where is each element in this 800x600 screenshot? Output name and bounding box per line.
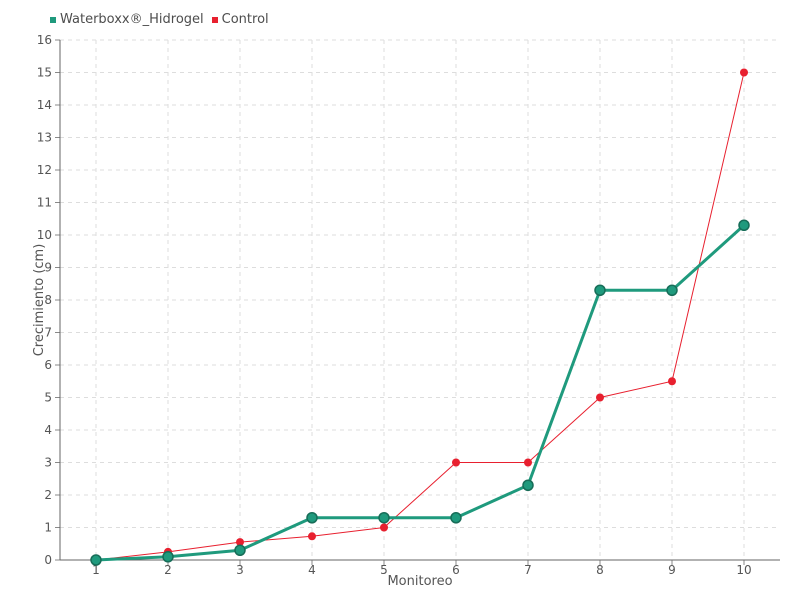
y-tick-label: 3 [44, 456, 52, 470]
control-point [236, 538, 244, 547]
legend-label-waterboxx: Waterboxx®_Hidrogel [60, 12, 204, 27]
y-tick-label: 1 [44, 521, 52, 535]
x-tick-label: 1 [92, 563, 100, 577]
x-tick-label: 8 [596, 563, 604, 577]
legend-swatch-control [211, 16, 218, 23]
x-tick-label: 4 [308, 563, 316, 577]
waterboxx-point [378, 512, 390, 524]
y-tick-label: 12 [37, 163, 52, 177]
control-point [740, 68, 748, 77]
legend: Waterboxx®_Hidrogel Control [50, 12, 269, 27]
y-tick-label: 2 [44, 488, 52, 502]
waterboxx-point [594, 284, 606, 296]
y-tick-label: 13 [37, 131, 52, 145]
axes [55, 39, 780, 565]
y-axis-title: Crecimiento (cm) [32, 244, 47, 357]
y-tick-label: 5 [44, 391, 52, 405]
waterboxx-point [162, 551, 174, 563]
series-control [92, 68, 748, 564]
series-waterboxx [90, 219, 750, 566]
control-point [380, 523, 388, 532]
waterboxx-point [738, 219, 750, 231]
grid [60, 39, 780, 560]
y-tick-label: 6 [44, 358, 52, 372]
legend-item-control[interactable]: Control [211, 12, 269, 27]
y-tick-label: 7 [44, 326, 52, 340]
y-tick-label: 8 [44, 293, 52, 307]
waterboxx-line [95, 224, 746, 562]
y-tick-label: 10 [37, 228, 52, 242]
control-point [452, 458, 460, 467]
y-tick-label: 15 [37, 66, 52, 80]
y-tick-label: 11 [37, 196, 52, 210]
legend-item-waterboxx[interactable]: Waterboxx®_Hidrogel [50, 12, 204, 27]
waterboxx-point [234, 544, 246, 556]
control-point [596, 393, 604, 402]
y-tick-label: 0 [44, 553, 52, 567]
x-tick-label: 6 [452, 563, 460, 577]
legend-label-control: Control [221, 12, 269, 27]
control-point [668, 377, 676, 386]
series-layer [90, 68, 750, 566]
waterboxx-point [306, 512, 318, 524]
x-tick-label: 2 [164, 563, 172, 577]
control-point [524, 458, 532, 467]
x-tick-label: 9 [668, 563, 676, 577]
waterboxx-point [90, 554, 102, 566]
waterboxx-point [522, 479, 534, 491]
x-tick-label: 5 [380, 563, 388, 577]
y-tick-label: 4 [44, 423, 52, 437]
x-tick-label: 3 [236, 563, 244, 577]
x-tick-label: 7 [524, 563, 532, 577]
y-tick-label: 16 [37, 33, 52, 47]
x-tick-label: 10 [736, 563, 751, 577]
waterboxx-point [450, 512, 462, 524]
waterboxx-point [666, 284, 678, 296]
x-axis-title: Monitoreo [387, 574, 452, 589]
control-line [95, 72, 745, 561]
y-tick-label: 9 [44, 261, 52, 275]
legend-swatch-waterboxx [50, 16, 56, 23]
y-tick-label: 14 [37, 98, 52, 112]
control-point [308, 532, 316, 541]
